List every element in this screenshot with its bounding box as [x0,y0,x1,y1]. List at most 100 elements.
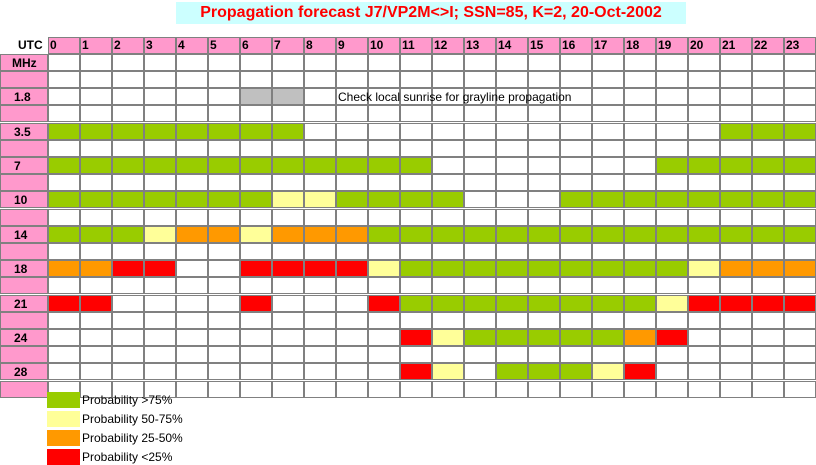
grid-cell [336,174,368,191]
grid-cell [368,140,400,157]
grid-cell [80,140,112,157]
forecast-cell [208,329,240,346]
grid-cell [688,346,720,363]
forecast-cell [400,157,432,174]
hour-tick-label: 13 [466,38,480,52]
forecast-cell [208,363,240,380]
grid-cell [80,243,112,260]
grid-cell [432,174,464,191]
grid-cell [240,381,272,398]
grid-cell [240,71,272,88]
forecast-cell [784,260,816,277]
forecast-cell [208,123,240,140]
legend-swatch [47,449,80,465]
forecast-cell [752,260,784,277]
grid-cell [784,312,816,329]
grid-cell [752,54,784,71]
hour-header-cell [464,37,496,54]
band-label-cell [0,123,48,140]
grid-cell [336,71,368,88]
grid-cell [752,209,784,226]
grid-cell [752,105,784,122]
forecast-cell [496,191,528,208]
forecast-cell [560,329,592,346]
forecast-cell [464,260,496,277]
forecast-cell [592,295,624,312]
forecast-cell [400,191,432,208]
grid-cell [432,71,464,88]
hour-header-cell [304,37,336,54]
grid-cell [688,54,720,71]
grid-cell [432,277,464,294]
forecast-cell [432,226,464,243]
band-spacer-label [0,71,48,88]
grid-cell [144,140,176,157]
legend-label: Probability >75% [82,393,173,407]
forecast-cell [528,363,560,380]
forecast-cell [624,88,656,105]
forecast-cell [560,363,592,380]
forecast-cell [272,191,304,208]
band-spacer-label [0,346,48,363]
forecast-cell [784,329,816,346]
grid-cell [176,71,208,88]
forecast-cell [272,260,304,277]
forecast-cell [496,363,528,380]
grid-cell [784,243,816,260]
forecast-cell [144,191,176,208]
forecast-cell [496,88,528,105]
band-label-cell [0,260,48,277]
grid-cell [112,346,144,363]
forecast-cell [688,123,720,140]
forecast-cell [432,260,464,277]
forecast-cell [656,191,688,208]
grid-cell [688,105,720,122]
forecast-cell [656,157,688,174]
hour-tick-label: 5 [210,38,217,52]
forecast-cell [144,295,176,312]
forecast-cell [656,123,688,140]
forecast-cell [528,226,560,243]
grid-cell [48,209,80,226]
hour-header-cell [144,37,176,54]
grid-cell [400,346,432,363]
forecast-cell [688,363,720,380]
forecast-cell [496,295,528,312]
forecast-cell [304,123,336,140]
grid-cell [560,140,592,157]
grid-cell [272,140,304,157]
grid-cell [176,277,208,294]
grid-cell [560,381,592,398]
grid-cell [368,243,400,260]
grid-cell [80,105,112,122]
grayline-note: Check local sunrise for grayline propaga… [338,90,572,104]
forecast-cell [592,329,624,346]
grid-cell [112,312,144,329]
forecast-cell [304,260,336,277]
grid-cell [112,54,144,71]
forecast-cell [432,123,464,140]
forecast-cell [464,363,496,380]
grid-cell [304,174,336,191]
hour-header-cell [688,37,720,54]
grid-cell [560,346,592,363]
forecast-cell [272,295,304,312]
grid-cell [496,381,528,398]
grid-cell [752,312,784,329]
forecast-cell [272,226,304,243]
grid-cell [208,105,240,122]
grid-cell [112,105,144,122]
forecast-cell [720,295,752,312]
forecast-cell [752,363,784,380]
hour-tick-label: 20 [690,38,704,52]
band-spacer-label [0,105,48,122]
forecast-cell [336,88,368,105]
band-spacer-label [0,312,48,329]
forecast-cell [400,123,432,140]
band-label: 1.8 [14,90,31,104]
forecast-cell [400,88,432,105]
grid-cell [720,243,752,260]
hour-tick-label: 9 [338,38,345,52]
forecast-cell [784,123,816,140]
hour-tick-label: 21 [722,38,736,52]
